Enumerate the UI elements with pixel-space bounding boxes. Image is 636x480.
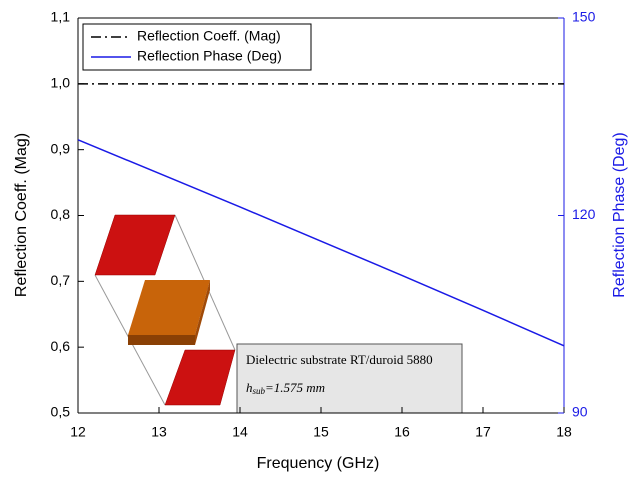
x-tick-label: 17 [475, 424, 491, 440]
annotation-text: hsub=1.575 mm [246, 380, 325, 396]
x-tick-label: 16 [394, 424, 410, 440]
y-tick-label: 0,8 [51, 206, 71, 222]
inset-diagram [94, 214, 236, 406]
x-tick-label: 12 [70, 424, 86, 440]
x-tick-label: 18 [556, 424, 572, 440]
annotation-rest: =1.575 mm [265, 380, 325, 395]
legend-label: Reflection Coeff. (Mag) [137, 28, 281, 44]
annotation-h: h [246, 380, 253, 395]
x-tick-label: 15 [313, 424, 329, 440]
legend-label: Reflection Phase (Deg) [137, 48, 282, 64]
y-tick-label: 1,0 [51, 75, 71, 91]
y-tick-label: 0,9 [51, 140, 71, 156]
x-tick-label: 14 [232, 424, 248, 440]
y2-tick-label: 120 [572, 206, 596, 222]
y2-axis-label: Reflection Phase (Deg) [611, 132, 628, 297]
annotation-box: Dielectric substrate RT/duroid 5880 hsub… [236, 343, 463, 414]
y-tick-label: 1,1 [51, 9, 71, 25]
x-tick-label: 13 [151, 424, 167, 440]
y-tick-label: 0,6 [51, 338, 71, 354]
y-tick-label: 0,5 [51, 404, 71, 420]
y2-tick-label: 90 [572, 404, 588, 420]
legend-box [82, 23, 312, 71]
annotation-text: Dielectric substrate RT/duroid 5880 [246, 352, 433, 367]
annotation-sub: sub [253, 386, 266, 396]
series-line [77, 139, 565, 347]
y-tick-label: 0,7 [51, 272, 71, 288]
x-axis-label: Frequency (GHz) [257, 455, 380, 472]
y2-tick-label: 150 [572, 9, 596, 25]
y-axis-label: Reflection Coeff. (Mag) [13, 133, 30, 297]
